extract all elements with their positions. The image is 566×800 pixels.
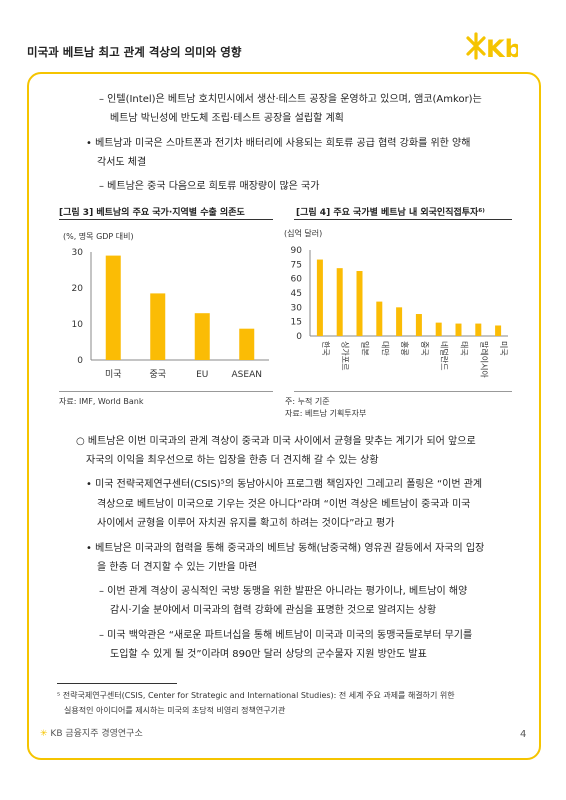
page-number: 4: [520, 729, 527, 740]
figure-4-bottom-rule: [294, 391, 512, 392]
paragraph-line: • 베트남은 미국과의 협력을 통해 중국과의 베트남 동해(남중국해) 영유권…: [86, 543, 485, 554]
footnote-rule: [57, 683, 177, 684]
x-tick-label: 네덜란드: [440, 341, 450, 370]
kb-logo-text: Kb: [486, 35, 518, 63]
y-tick-label: 75: [291, 260, 302, 270]
figure-3-bottom-rule: [59, 391, 273, 392]
figure-3-unit: (%, 명목 GDP 대비): [63, 232, 134, 241]
paragraph-line: 감시·기술 분야에서 미국과의 협력 강화에 관심을 표명한 것으로 알려지는 …: [110, 605, 437, 616]
figure-3-source: 자료: IMF, World Bank: [59, 397, 144, 406]
footer-org-label: KB 금융지주 경영연구소: [50, 729, 143, 739]
figure-4-note: 주: 누적 기준: [285, 397, 330, 406]
x-tick-label: 한국: [321, 341, 330, 356]
paragraph-line: • 미국 전략국제연구센터(CSIS)⁵의 동남아시아 프로그램 책임자인 그레…: [86, 479, 483, 490]
x-tick-label: 미국: [499, 341, 508, 356]
y-tick-label: 10: [72, 320, 84, 330]
paragraph-line: – 이번 관계 격상이 공식적인 국방 동맹을 위한 발판은 아니라는 평가이나…: [99, 586, 468, 597]
paragraph-line: 격상으로 베트남이 미국으로 기우는 것은 아니다”라며 “이번 격상은 베트남…: [97, 499, 471, 510]
paragraph-line: 각서도 체결: [97, 157, 147, 168]
figure-3-title: [그림 3] 베트남의 주요 국가·지역별 수출 의존도: [59, 208, 245, 218]
x-tick-label: 중국: [149, 369, 166, 380]
kb-logo: Kb: [466, 32, 518, 63]
bar: [495, 325, 502, 336]
paragraph-line: – 베트남은 중국 다음으로 희토류 매장량이 많은 국가: [99, 181, 320, 192]
paragraph-line: – 인텔(Intel)은 베트남 호치민시에서 생산·테스트 공장을 운영하고 …: [99, 94, 482, 105]
x-tick-label: 홍콩: [400, 341, 410, 356]
y-tick-label: 15: [291, 318, 302, 328]
bar: [376, 301, 383, 336]
figure-4-chart: 0 15 30 45 60 75 90 한국 싱가포르 일본 대만 홍콩 중국 네덜란드 태국 말레이시아 미국: [291, 246, 509, 378]
bar: [475, 323, 482, 336]
y-tick-label: 45: [291, 289, 302, 299]
page-header-title: 미국과 베트남 최고 관계 격상의 의미와 영향: [27, 45, 242, 59]
paragraph-line: 을 한층 더 견지할 수 있는 기반을 마련: [97, 562, 258, 573]
x-tick-label: 대만: [380, 341, 389, 356]
paragraph-line: 사이에서 균형을 이루어 자치권 유지를 확고히 하려는 것이다”라고 평가: [97, 518, 395, 529]
figure-4-top-rule: [294, 219, 512, 220]
bar: [396, 307, 403, 336]
y-tick-label: 30: [291, 303, 303, 313]
bar: [194, 313, 210, 360]
figure-3-chart: 0 10 20 30 미국 중국 EU ASEAN: [72, 248, 269, 380]
bar: [435, 322, 442, 336]
x-tick-label: 말레이시아: [479, 341, 489, 378]
bar: [356, 271, 363, 336]
figure-4-source: 자료: 베트남 기획투자부: [285, 409, 367, 418]
y-tick-label: 0: [77, 356, 83, 366]
y-tick-label: 30: [72, 248, 84, 258]
x-tick-label: 중국: [420, 341, 429, 356]
figure-4-title: [그림 4] 주요 국가별 베트남 내 외국인직접투자⁶⁾: [296, 208, 485, 218]
paragraph-line: – 미국 백악관은 “새로운 파트너십을 통해 베트남이 미국과 미국의 동맹국…: [99, 630, 473, 641]
y-tick-label: 20: [72, 284, 84, 294]
y-tick-label: 90: [291, 246, 303, 256]
bar: [316, 259, 323, 336]
bar: [336, 268, 343, 336]
y-tick-label: 0: [296, 332, 302, 342]
kb-star-icon: ✳: [40, 729, 48, 739]
figure-4-unit: (십억 달러): [284, 229, 323, 238]
bar: [415, 314, 422, 336]
x-tick-label: ASEAN: [232, 370, 262, 380]
bar: [105, 255, 121, 360]
y-tick-label: 60: [291, 275, 303, 285]
paragraph-line: 베트남 박닌성에 반도체 조립·테스트 공장을 설립할 계획: [110, 113, 344, 124]
paragraph-line: 도입할 수 있게 될 것”이라며 890만 달러 상당의 군수물자 지원 방안도…: [110, 649, 427, 660]
x-tick-label: 미국: [105, 369, 122, 380]
paragraph-line: ○ 베트남은 이번 미국과의 관계 격상이 중국과 미국 사이에서 균형을 맞추…: [76, 436, 476, 447]
bar: [150, 293, 166, 360]
footnote-line: ⁵ 전략국제연구센터(CSIS, Center for Strategic an…: [57, 691, 455, 700]
x-tick-label: 태국: [460, 341, 469, 356]
bar: [239, 328, 255, 360]
bar: [455, 323, 462, 336]
x-tick-label: 싱가포르: [341, 341, 351, 370]
paragraph-line: • 베트남과 미국은 스마트폰과 전기차 배터리에 사용되는 희토류 공급 협력…: [86, 138, 471, 149]
figure-3-top-rule: [59, 219, 273, 220]
content-frame: [27, 72, 541, 760]
paragraph-line: 자국의 이익을 최우선으로 하는 입장을 한층 더 견지해 갈 수 있는 상황: [86, 455, 379, 466]
footnote-line: 실용적인 아이디어를 제시하는 미국의 초당적 비영리 정책연구기관: [64, 706, 286, 715]
x-tick-label: 일본: [361, 341, 370, 356]
footer-org: ✳ KB 금융지주 경영연구소: [40, 726, 143, 739]
x-tick-label: EU: [196, 370, 208, 380]
